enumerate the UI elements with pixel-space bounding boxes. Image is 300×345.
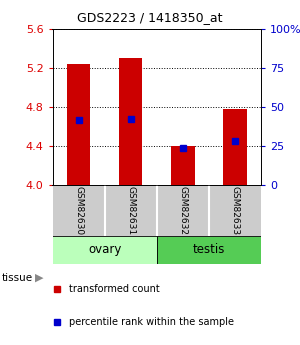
Bar bbox=[223, 109, 247, 185]
Text: tissue: tissue bbox=[2, 273, 33, 283]
Text: GSM82633: GSM82633 bbox=[230, 186, 239, 235]
Text: testis: testis bbox=[193, 243, 225, 256]
Text: transformed count: transformed count bbox=[69, 284, 160, 294]
Bar bbox=[171, 146, 194, 185]
Text: GSM82631: GSM82631 bbox=[126, 186, 135, 235]
Bar bbox=[157, 236, 261, 264]
Bar bbox=[67, 64, 90, 185]
Bar bbox=[52, 236, 157, 264]
Text: GDS2223 / 1418350_at: GDS2223 / 1418350_at bbox=[77, 11, 223, 24]
Text: ▶: ▶ bbox=[34, 273, 43, 283]
Text: percentile rank within the sample: percentile rank within the sample bbox=[69, 317, 234, 327]
Bar bbox=[119, 58, 142, 185]
Text: ovary: ovary bbox=[88, 243, 121, 256]
Text: GSM82632: GSM82632 bbox=[178, 186, 187, 235]
Text: GSM82630: GSM82630 bbox=[74, 186, 83, 235]
